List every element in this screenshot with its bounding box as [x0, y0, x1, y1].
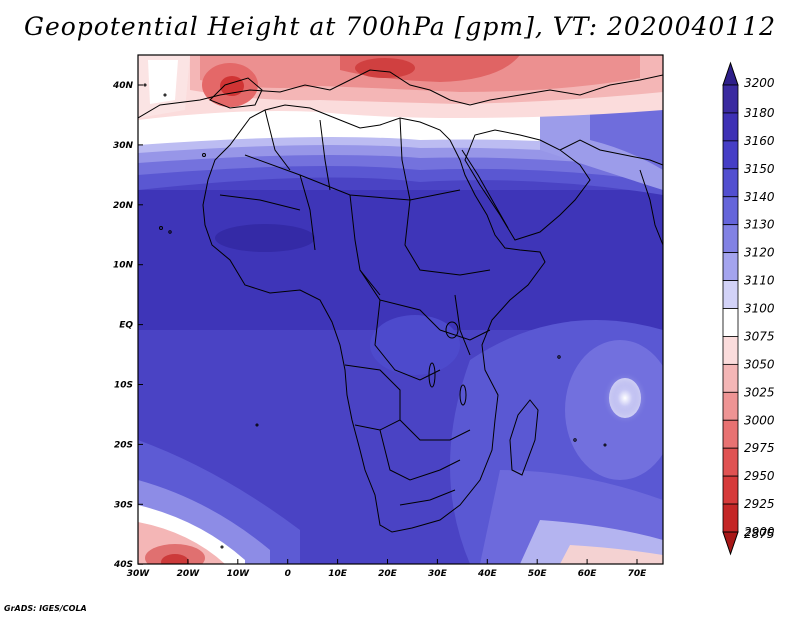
- colorbar-swatch: [722, 168, 739, 198]
- colorbar-label: 3100: [744, 302, 775, 316]
- colorbar-swatch: [722, 112, 739, 142]
- colorbar-label: 3150: [744, 162, 775, 176]
- colorbar-label: 3110: [744, 274, 775, 288]
- colorbar-label: 2925: [744, 497, 775, 511]
- lon-label: 20W: [177, 569, 201, 579]
- colorbar-min-arrow: [722, 531, 739, 556]
- lon-label: 30W: [127, 569, 151, 579]
- lon-label: 30E: [428, 569, 448, 579]
- colorbar-swatch: [722, 475, 739, 505]
- colorbar-label: 3120: [744, 246, 775, 260]
- plot-frame: [137, 54, 664, 565]
- colorbar-label: 3075: [744, 329, 775, 343]
- colorbar-label: 3160: [744, 134, 775, 148]
- lat-label: EQ: [119, 321, 133, 331]
- colorbar-swatch: [722, 391, 739, 421]
- colorbar-swatch: [722, 447, 739, 477]
- lat-label: 20N: [113, 201, 134, 211]
- colorbar-label: 3140: [744, 190, 775, 204]
- colorbar-label: 3025: [744, 385, 775, 399]
- colorbar-label: 3180: [744, 106, 775, 120]
- lat-label: 30N: [113, 141, 134, 151]
- colorbar-swatch: [722, 363, 739, 393]
- colorbar-swatch: [722, 252, 739, 281]
- latitude-axis: 40N 30N 20N 10N EQ 10S 20S 30S 40S: [112, 81, 143, 570]
- lat-label: 40N: [112, 81, 134, 91]
- colorbar-label: 2875: [744, 527, 775, 541]
- colorbar-label: 2900: [744, 525, 775, 539]
- colorbar-swatch: [722, 308, 739, 337]
- lon-label: 70E: [628, 569, 648, 579]
- colorbar-swatch: [722, 196, 739, 226]
- colorbar-label: 2975: [744, 441, 775, 455]
- colorbar-swatch: [722, 84, 739, 114]
- lon-label: 10E: [328, 569, 348, 579]
- colorbar-swatch: [722, 336, 739, 365]
- map-title: Geopotential Height at 700hPa [gpm], VT:…: [23, 12, 777, 41]
- colorbar-label: 3200: [744, 76, 775, 90]
- colorbar-label: 3050: [744, 357, 775, 371]
- colorbar-swatch: [722, 140, 739, 170]
- lat-label: 40S: [113, 560, 133, 570]
- lon-label: 50E: [528, 569, 548, 579]
- lon-label: 20E: [378, 569, 398, 579]
- colorbar-max-arrow: [722, 61, 739, 86]
- colorbar-label: 3000: [744, 413, 775, 427]
- lon-label: 0: [285, 569, 291, 579]
- lat-label: 30S: [114, 500, 133, 510]
- colorbar-label: 3130: [744, 218, 775, 232]
- height-field: [138, 55, 663, 564]
- lat-label: 20S: [114, 440, 133, 450]
- colorbar-swatch: [722, 224, 739, 254]
- colorbar-swatch: [722, 419, 739, 449]
- longitude-axis: 30W 20W 10W 0 10E 20E 30E 40E 50E 60E 70E: [127, 559, 647, 579]
- grads-credit: GrADS: IGES/COLA: [4, 604, 87, 613]
- lon-label: 40E: [477, 569, 498, 579]
- lat-label: 10N: [113, 261, 134, 271]
- lon-label: 60E: [578, 569, 598, 579]
- lon-label: 10W: [227, 569, 251, 579]
- colorbar-swatch: [722, 280, 739, 309]
- colorbar-swatch: [722, 503, 739, 533]
- lat-label: 10S: [114, 381, 133, 391]
- coastlines: [138, 69, 663, 549]
- colorbar-label: 2950: [744, 469, 775, 483]
- colorbar: 3200 3180 3160 3150 3140 3130 3120 3110 3100 3075…: [722, 61, 775, 556]
